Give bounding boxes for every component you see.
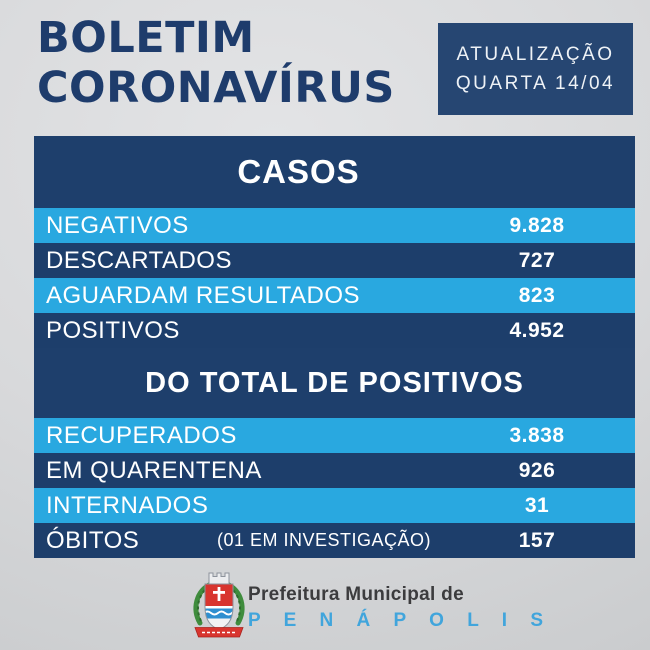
table-row-obitos: ÓBITOS (01 EM INVESTIGAÇÃO) 157 bbox=[34, 523, 635, 558]
row-value: 4.952 bbox=[509, 318, 565, 342]
table-row-recuperados: RECUPERADOS 3.838 bbox=[34, 418, 635, 453]
row-label: NEGATIVOS bbox=[46, 211, 189, 239]
cases-table: CASOS NEGATIVOS 9.828 DESCARTADOS 727 AG… bbox=[34, 136, 635, 558]
row-label: EM QUARENTENA bbox=[46, 456, 262, 484]
section-header-total-positivos: DO TOTAL DE POSITIVOS bbox=[34, 348, 635, 418]
page-title: BOLETIM CORONAVÍRUS bbox=[37, 13, 395, 113]
table-row-aguardam-resultados: AGUARDAM RESULTADOS 823 bbox=[34, 278, 635, 313]
row-label: POSITIVOS bbox=[46, 316, 180, 344]
row-value: 727 bbox=[518, 248, 556, 272]
row-value: 157 bbox=[518, 528, 556, 552]
page-title-line2: CORONAVÍRUS bbox=[37, 63, 395, 113]
row-value: 926 bbox=[518, 458, 556, 482]
row-value: 3.838 bbox=[509, 423, 565, 447]
table-row-positivos: POSITIVOS 4.952 bbox=[34, 313, 635, 348]
section-header-total-label: DO TOTAL DE POSITIVOS bbox=[145, 366, 524, 399]
update-label: ATUALIZAÇÃO bbox=[456, 44, 615, 65]
row-label: ÓBITOS bbox=[46, 526, 140, 554]
page-title-line1: BOLETIM bbox=[37, 13, 255, 63]
table-row-negativos: NEGATIVOS 9.828 bbox=[34, 208, 635, 243]
row-label: RECUPERADOS bbox=[46, 421, 237, 449]
row-label: DESCARTADOS bbox=[46, 246, 232, 274]
penapolis-coat-of-arms-icon bbox=[193, 572, 245, 638]
update-date-badge: ATUALIZAÇÃO QUARTA 14/04 bbox=[438, 23, 633, 115]
row-label: AGUARDAM RESULTADOS bbox=[46, 281, 360, 309]
row-note-investigacao: (01 EM INVESTIGAÇÃO) bbox=[216, 530, 432, 550]
section-header-casos: CASOS bbox=[34, 136, 635, 208]
footer-org: Prefeitura Municipal de P E N Á P O L I … bbox=[248, 584, 552, 632]
row-label: INTERNADOS bbox=[46, 491, 209, 519]
row-value: 823 bbox=[518, 283, 556, 307]
row-value: 9.828 bbox=[509, 213, 565, 237]
footer-org-name: Prefeitura Municipal de bbox=[248, 584, 464, 605]
table-row-descartados: DESCARTADOS 727 bbox=[34, 243, 635, 278]
row-value: 31 bbox=[524, 493, 550, 517]
footer-city-name: P E N Á P O L I S bbox=[248, 610, 552, 631]
table-row-internados: INTERNADOS 31 bbox=[34, 488, 635, 523]
update-date: QUARTA 14/04 bbox=[455, 73, 616, 94]
table-row-em-quarentena: EM QUARENTENA 926 bbox=[34, 453, 635, 488]
section-header-casos-label: CASOS bbox=[237, 153, 360, 190]
